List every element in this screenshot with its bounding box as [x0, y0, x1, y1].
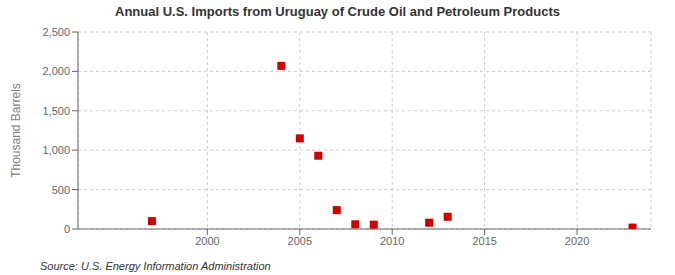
svg-text:1,000: 1,000 [42, 144, 70, 156]
svg-text:2015: 2015 [472, 235, 496, 247]
svg-text:2000: 2000 [195, 235, 219, 247]
svg-text:500: 500 [52, 184, 70, 196]
svg-text:1,500: 1,500 [42, 105, 70, 117]
html-text:Source: U.S. Energy Informatio: Source: U.S. Energy Information Administ… [40, 260, 271, 272]
html-text:Annual U.S. Imports from Urugu: Annual U.S. Imports from Uruguay of Crud… [115, 4, 560, 19]
svg-text:Thousand Barrels: Thousand Barrels [9, 83, 23, 178]
svg-text:2010: 2010 [380, 235, 404, 247]
svg-text:2,000: 2,000 [42, 65, 70, 77]
svg-text:2005: 2005 [288, 235, 312, 247]
svg-text:2020: 2020 [565, 235, 589, 247]
svg-text:2,500: 2,500 [42, 26, 70, 38]
svg-text:0: 0 [64, 223, 70, 235]
